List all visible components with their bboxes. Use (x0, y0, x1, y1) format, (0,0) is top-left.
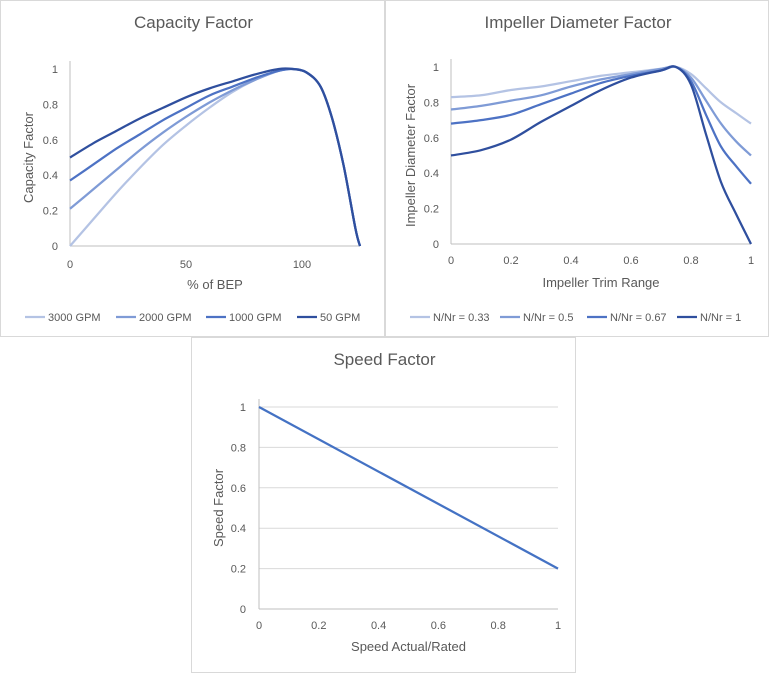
legend-label: N/Nr = 0.5 (523, 312, 573, 324)
legend-label: 1000 GPM (229, 312, 282, 324)
impeller-diameter-factor-svg: Impeller Diameter Factor 0 0.2 0.4 0.6 0.8 1 0 0… (403, 13, 754, 324)
x-tick-label: 100 (293, 259, 311, 271)
x-tick-label: 0 (448, 255, 454, 267)
y-tick-label: 0.2 (43, 206, 58, 218)
x-tick-label: 0.4 (371, 620, 386, 632)
y-tick-label: 0.6 (43, 135, 58, 147)
y-tick-label: 0.6 (424, 133, 439, 145)
y-tick-label: 0 (433, 239, 439, 251)
y-tick-label: 0.4 (231, 523, 246, 535)
legend-label: N/Nr = 0.67 (610, 312, 667, 324)
x-tick-label: 0.2 (311, 620, 326, 632)
y-tick-label: 1 (52, 64, 58, 76)
y-tick-label: 0.2 (231, 564, 246, 576)
y-tick-label: 0.2 (424, 204, 439, 216)
x-tick-label: 50 (180, 259, 192, 271)
y-tick-label: 0.8 (43, 99, 58, 111)
y-tick-label: 0.4 (43, 170, 58, 182)
x-tick-label: 0.8 (491, 620, 506, 632)
legend-label: 3000 GPM (48, 312, 101, 324)
chart-title: Capacity Factor (134, 13, 253, 32)
x-tick-label: 1 (555, 620, 561, 632)
series-line (69, 67, 362, 247)
y-axis-title: Capacity Factor (21, 111, 36, 203)
chart-title: Speed Factor (333, 350, 435, 369)
x-axis-title: Speed Actual/Rated (351, 639, 466, 654)
capacity-factor-chart: Capacity Factor 0 0.2 0.4 0.6 0.8 1 0 50 100 % of … (0, 0, 385, 337)
x-axis-title: % of BEP (187, 277, 243, 292)
series-line (450, 65, 752, 157)
x-axis-title: Impeller Trim Range (542, 275, 659, 290)
series-line (69, 67, 362, 247)
x-tick-label: 0.6 (623, 255, 638, 267)
x-tick-label: 0 (67, 259, 73, 271)
speed-factor-svg: Speed Factor 0 0.2 0.4 0.6 0.8 1 0 0.2 0.4 0.6 0.8 1… (211, 350, 561, 654)
y-axis-title: Impeller Diameter Factor (403, 83, 418, 227)
chart-title: Impeller Diameter Factor (484, 13, 671, 32)
x-tick-label: 1 (748, 255, 754, 267)
series-line (450, 65, 752, 185)
series-line (69, 67, 362, 247)
legend-label: 50 GPM (320, 312, 360, 324)
y-tick-label: 1 (433, 62, 439, 74)
speed-factor-chart: Speed Factor 0 0.2 0.4 0.6 0.8 1 0 0.2 0.4 0.6 0.8 1… (191, 337, 576, 673)
capacity-factor-svg: Capacity Factor 0 0.2 0.4 0.6 0.8 1 0 50 100 % of … (21, 13, 362, 324)
y-tick-label: 0.4 (424, 168, 439, 180)
x-tick-label: 0.8 (683, 255, 698, 267)
legend-label: N/Nr = 0.33 (433, 312, 490, 324)
y-tick-label: 0.6 (231, 483, 246, 495)
legend-label: N/Nr = 1 (700, 312, 741, 324)
x-tick-label: 0.6 (431, 620, 446, 632)
x-tick-label: 0.2 (503, 255, 518, 267)
impeller-diameter-factor-chart: Impeller Diameter Factor 0 0.2 0.4 0.6 0.8 1 0 0… (385, 0, 769, 337)
y-tick-label: 0.8 (231, 442, 246, 454)
legend-label: 2000 GPM (139, 312, 192, 324)
x-tick-label: 0.4 (563, 255, 578, 267)
y-tick-label: 1 (240, 402, 246, 414)
x-tick-label: 0 (256, 620, 262, 632)
y-tick-label: 0 (52, 241, 58, 253)
series-line (258, 406, 559, 570)
y-tick-label: 0 (240, 604, 246, 616)
series-line (450, 65, 753, 245)
y-axis-title: Speed Factor (211, 468, 226, 547)
y-tick-label: 0.8 (424, 97, 439, 109)
series-line (69, 67, 362, 247)
